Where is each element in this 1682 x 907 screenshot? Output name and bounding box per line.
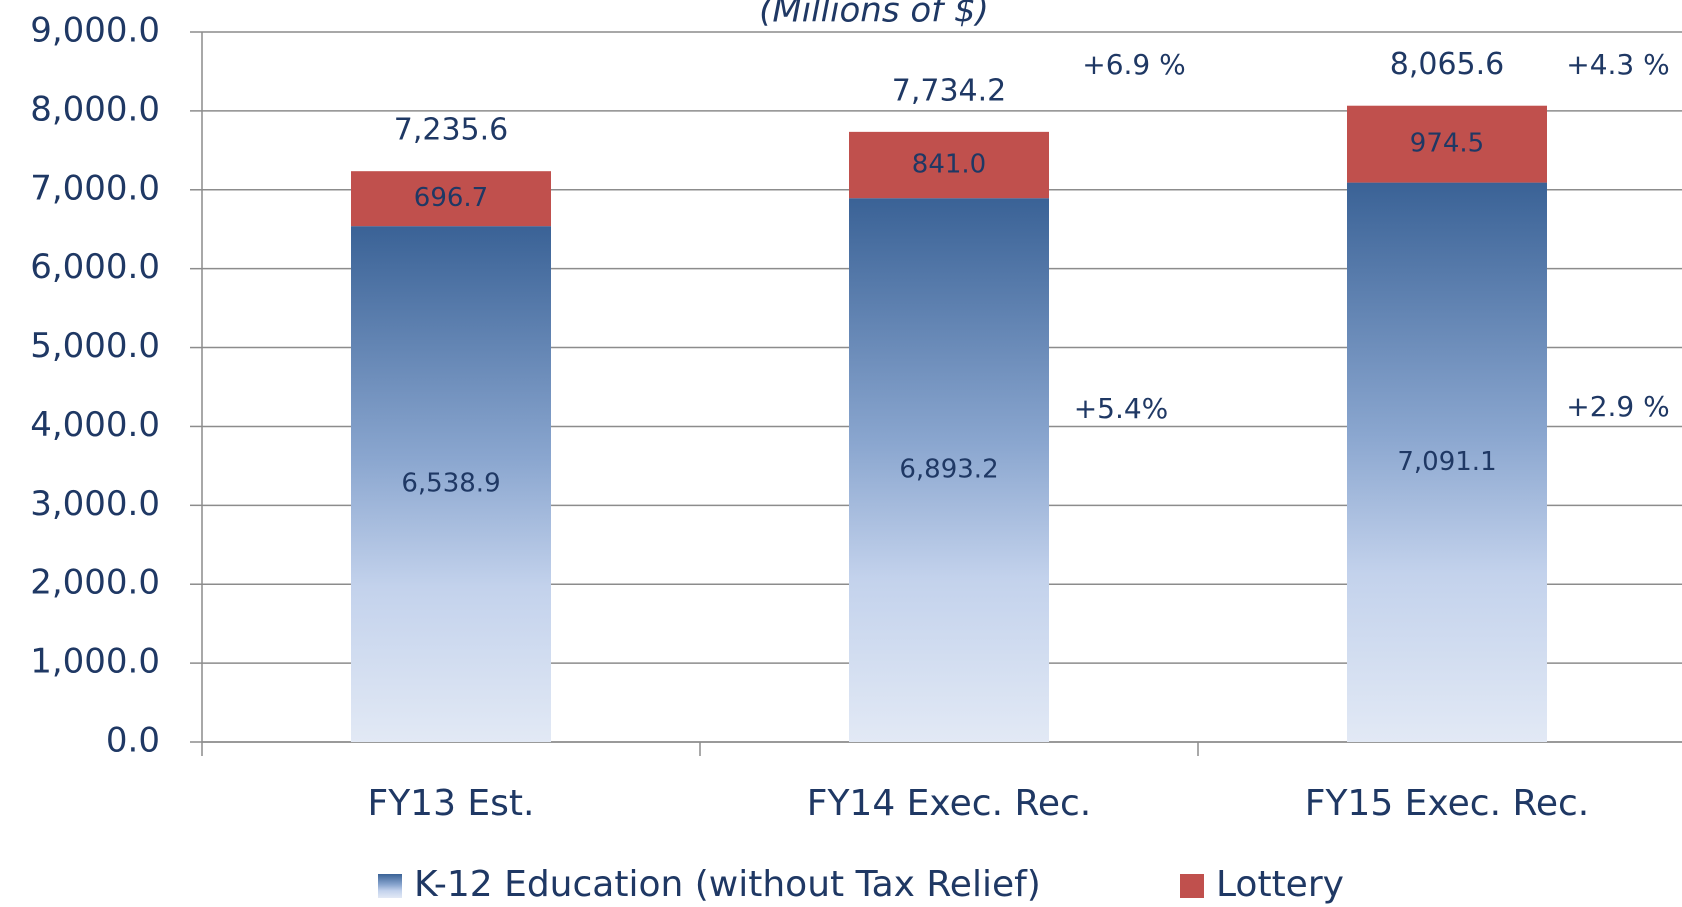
- y-tick-label: 8,000.0: [30, 89, 160, 129]
- data-label: 7,091.1: [1397, 447, 1496, 477]
- legend-swatch: [1180, 874, 1204, 898]
- bar-segment: [351, 226, 551, 742]
- y-tick-label: 2,000.0: [30, 563, 160, 603]
- annotation: +4.3 %: [1566, 48, 1670, 81]
- x-tick-label: FY14 Exec. Rec.: [807, 783, 1092, 824]
- y-tick-label: 4,000.0: [30, 405, 160, 445]
- annotation: +6.9 %: [1082, 48, 1186, 81]
- legend-label: Lottery: [1216, 864, 1344, 905]
- data-label: 696.7: [414, 183, 488, 213]
- data-label: 6,893.2: [899, 455, 998, 485]
- y-tick-label: 9,000.0: [30, 11, 160, 51]
- total-label: 8,065.6: [1390, 47, 1505, 82]
- bar-segment: [849, 131, 1049, 199]
- bar-segment: [849, 198, 1049, 742]
- legend-swatch: [378, 874, 402, 898]
- bar-segment: [1347, 182, 1547, 742]
- data-label: 974.5: [1410, 129, 1484, 159]
- data-label: 6,538.9: [401, 469, 500, 499]
- y-tick-label: 1,000.0: [30, 642, 160, 682]
- total-label: 7,734.2: [892, 73, 1007, 108]
- y-tick-label: 0.0: [106, 721, 160, 761]
- bar-segment: [1347, 105, 1547, 183]
- y-tick-label: 5,000.0: [30, 326, 160, 366]
- chart-subtitle: (Millions of $): [759, 0, 989, 31]
- annotation: +2.9 %: [1566, 390, 1670, 423]
- y-tick-label: 7,000.0: [30, 168, 160, 208]
- y-tick-label: 6,000.0: [30, 247, 160, 287]
- bar-segment: [351, 171, 551, 227]
- y-tick-label: 3,000.0: [30, 484, 160, 524]
- x-tick-label: FY15 Exec. Rec.: [1305, 783, 1590, 824]
- data-label: 841.0: [912, 150, 986, 180]
- annotation: +5.4%: [1074, 392, 1169, 425]
- x-tick-label: FY13 Est.: [367, 783, 534, 824]
- legend-label: K-12 Education (without Tax Relief): [414, 864, 1041, 905]
- total-label: 7,235.6: [394, 113, 509, 148]
